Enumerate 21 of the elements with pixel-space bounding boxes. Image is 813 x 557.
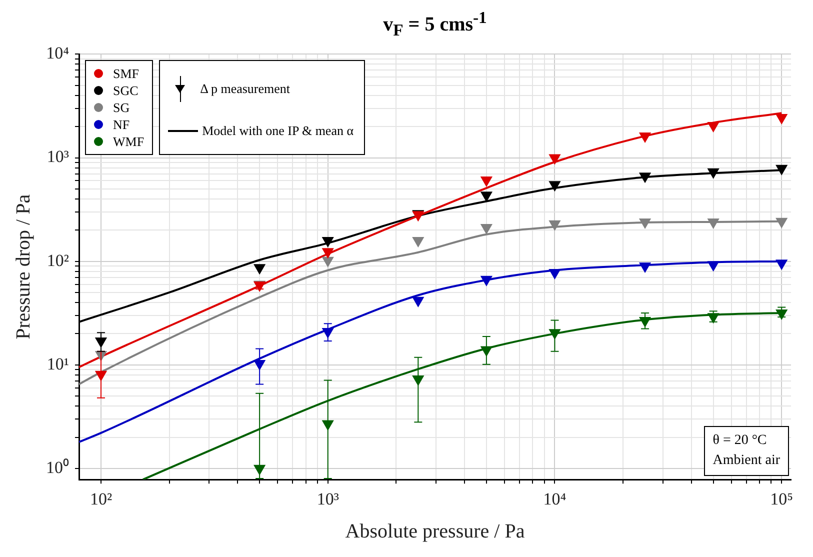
y-axis-title: Pressure drop / Pa bbox=[12, 194, 34, 340]
legend-label: SG bbox=[113, 99, 130, 116]
x-tick-label: 10³ bbox=[316, 489, 339, 508]
legend-label: SGC bbox=[113, 82, 138, 100]
x-tick-label: 10⁵ bbox=[770, 489, 794, 508]
y-tick-label: 10² bbox=[46, 250, 69, 270]
annotation: Ambient air bbox=[712, 452, 780, 470]
legend-label: SMF bbox=[113, 65, 140, 82]
y-tick-label: 10⁰ bbox=[46, 458, 69, 477]
x-axis-title: Absolute pressure / Pa bbox=[345, 520, 525, 542]
y-tick-label: 10¹ bbox=[46, 354, 69, 374]
y-tick-label: 10⁴ bbox=[46, 44, 70, 63]
chart-title: v$_{F}$ = 5 cms$^{-1}$ bbox=[382, 8, 488, 40]
x-tick-label: 10² bbox=[90, 489, 112, 508]
legend-label: WMF bbox=[113, 133, 144, 150]
annotation: Model with one IP & mean α bbox=[202, 123, 354, 140]
legend-label: NF bbox=[113, 116, 130, 134]
x-tick-label: 10⁴ bbox=[543, 489, 566, 508]
y-tick-label: 10³ bbox=[46, 147, 69, 166]
annotation: Δ p measurement bbox=[200, 80, 290, 97]
annotation: θ = 20 °C bbox=[712, 432, 768, 450]
